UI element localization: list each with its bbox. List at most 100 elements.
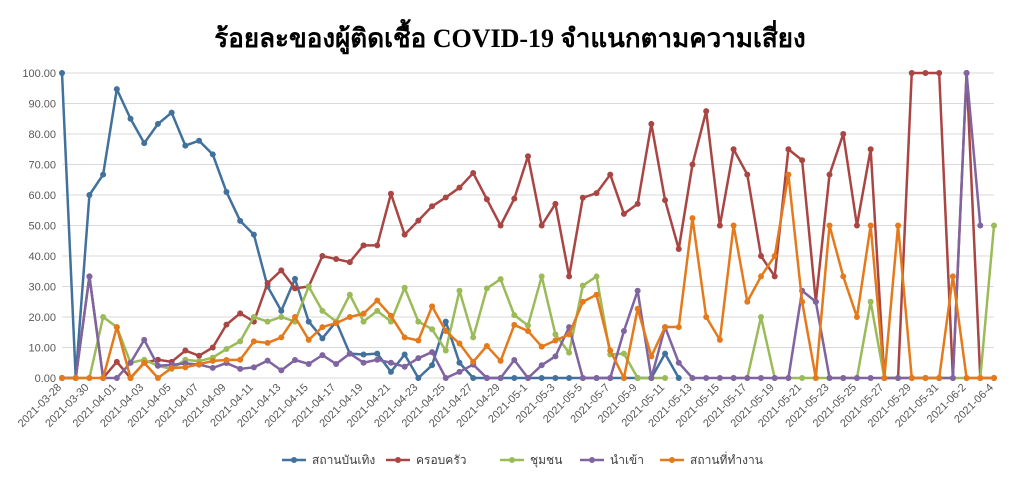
- chart-title: ร้อยละของผู้ติดเชื้อ COVID-19 จำแนกตามคว…: [214, 24, 806, 53]
- data-point-series-3: [456, 287, 463, 294]
- data-point-series-1: [305, 318, 312, 325]
- data-point-series-5: [113, 324, 120, 331]
- data-point-series-3: [620, 350, 627, 357]
- data-point-series-3: [867, 298, 874, 305]
- data-point-series-5: [607, 347, 614, 354]
- data-point-series-5: [59, 375, 65, 381]
- data-point-series-5: [922, 375, 929, 381]
- y-tick-label: 100.00: [22, 68, 56, 80]
- data-point-series-3: [470, 334, 477, 341]
- data-point-series-4: [867, 375, 874, 381]
- data-point-series-3: [525, 322, 531, 329]
- data-point-series-4: [689, 375, 696, 381]
- data-point-series-5: [853, 314, 860, 320]
- data-point-series-4: [483, 375, 490, 381]
- y-tick-label: 80.00: [28, 129, 56, 141]
- data-point-series-5: [771, 253, 778, 259]
- data-point-series-4: [387, 359, 394, 366]
- data-point-series-5: [429, 303, 436, 310]
- data-point-series-3: [758, 314, 764, 320]
- data-point-series-2: [483, 196, 490, 203]
- data-point-series-3: [100, 314, 107, 320]
- y-tick-label: 30.00: [28, 282, 56, 294]
- data-point-series-5: [86, 375, 93, 381]
- data-point-series-4: [634, 287, 641, 294]
- y-tick-label: 20.00: [28, 312, 56, 324]
- data-point-series-4: [209, 364, 216, 371]
- data-point-series-2: [346, 259, 353, 266]
- data-point-series-1: [292, 275, 298, 282]
- data-point-series-2: [209, 344, 216, 351]
- data-point-series-5: [387, 312, 394, 319]
- data-point-series-4: [853, 375, 860, 381]
- data-point-series-2: [401, 231, 408, 238]
- data-point-series-4: [456, 368, 463, 375]
- data-point-series-5: [319, 324, 326, 331]
- series-line-1: [60, 72, 680, 380]
- data-point-series-2: [237, 310, 244, 317]
- data-point-series-2: [634, 200, 641, 207]
- data-point-series-3: [634, 375, 641, 381]
- data-point-series-4: [278, 367, 285, 374]
- data-point-series-5: [278, 334, 285, 341]
- data-point-series-4: [237, 365, 244, 372]
- data-point-series-4: [429, 349, 436, 356]
- data-point-series-3: [237, 338, 244, 345]
- data-point-series-1: [470, 375, 477, 381]
- data-point-series-5: [703, 314, 710, 320]
- data-point-series-1: [223, 188, 230, 195]
- data-point-series-4: [511, 357, 518, 364]
- data-point-series-2: [689, 161, 696, 168]
- data-point-series-2: [703, 108, 710, 115]
- data-point-series-4: [593, 375, 600, 381]
- data-point-series-1: [127, 115, 134, 122]
- data-point-series-1: [662, 350, 669, 357]
- data-point-series-5: [483, 342, 490, 349]
- data-point-series-3: [483, 285, 490, 292]
- data-point-series-2: [853, 222, 860, 229]
- data-point-series-2: [867, 146, 874, 153]
- data-point-series-1: [237, 217, 244, 224]
- data-point-series-4: [895, 375, 902, 381]
- data-point-series-1: [182, 142, 189, 149]
- y-tick-label: 0.00: [35, 373, 56, 385]
- data-point-series-2: [113, 358, 120, 365]
- data-point-series-5: [497, 357, 504, 364]
- data-point-series-5: [470, 358, 477, 365]
- data-point-series-2: [579, 194, 586, 201]
- data-point-series-2: [936, 70, 943, 76]
- data-point-series-4: [703, 375, 710, 381]
- data-point-series-2: [415, 217, 422, 224]
- legend-marker-4: [589, 457, 595, 463]
- data-point-series-4: [86, 273, 93, 280]
- data-point-series-1: [538, 375, 545, 381]
- data-point-series-1: [360, 351, 367, 358]
- data-point-series-5: [730, 222, 737, 229]
- data-point-series-5: [223, 357, 230, 364]
- data-point-series-5: [346, 314, 353, 320]
- data-point-series-5: [100, 375, 107, 381]
- data-point-series-1: [552, 375, 559, 381]
- data-point-series-3: [305, 283, 312, 290]
- data-point-series-5: [525, 328, 531, 335]
- legend-marker-1: [291, 457, 297, 463]
- data-point-series-5: [716, 336, 723, 343]
- data-point-series-1: [100, 171, 107, 178]
- data-point-series-4: [319, 352, 326, 359]
- data-point-series-4: [744, 375, 751, 381]
- data-point-series-2: [333, 256, 340, 263]
- data-point-series-4: [141, 336, 148, 343]
- data-point-series-3: [511, 312, 518, 319]
- data-point-series-3: [401, 284, 408, 291]
- data-point-series-5: [812, 375, 819, 381]
- data-point-series-4: [346, 350, 353, 357]
- data-point-series-4: [525, 375, 531, 381]
- y-tick-label: 60.00: [28, 190, 56, 202]
- data-point-series-2: [442, 194, 449, 201]
- data-point-series-4: [442, 375, 449, 381]
- data-point-series-2: [607, 171, 614, 178]
- data-point-series-1: [319, 335, 326, 342]
- data-point-series-5: [305, 336, 312, 343]
- data-point-series-2: [511, 195, 518, 202]
- data-point-series-4: [758, 375, 764, 381]
